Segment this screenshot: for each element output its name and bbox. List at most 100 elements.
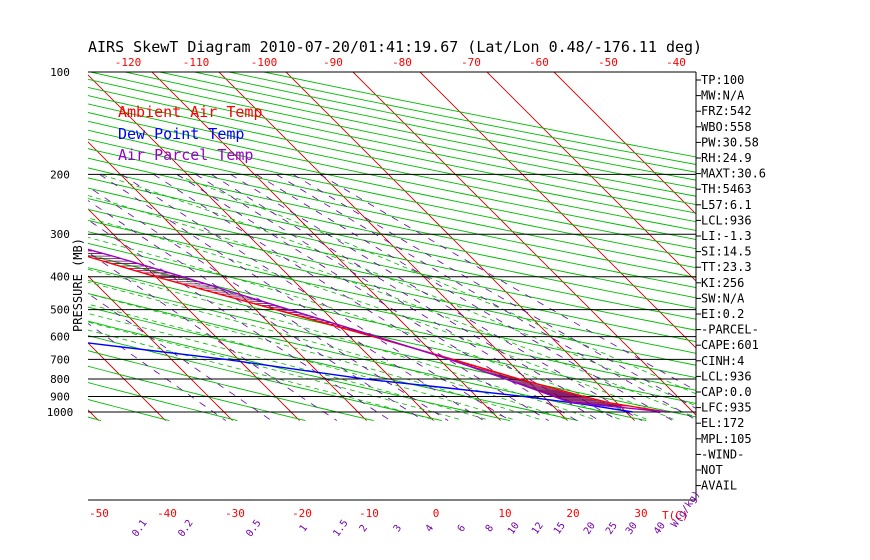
mixing-ratio-line [88,251,338,421]
top-temperature-tick-label: -120 [115,56,142,69]
mixing-ratio-line [88,323,227,421]
index-entry: LCL:936 [701,369,752,383]
dry-adiabat-line [88,254,696,391]
dry-adiabat-line [88,148,696,278]
mixing-ratio-tick-label: 1.5 [331,518,350,539]
mixing-ratio-line [292,174,696,409]
mixing-ratio-line [230,174,642,421]
pressure-tick-label: 200 [50,168,70,181]
moist-adiabat-line [88,236,647,420]
mixing-ratio-line [88,200,424,421]
index-entry: SI:14.5 [701,245,752,259]
dry-adiabat-line [88,95,696,223]
top-temperature-tick-label: -100 [251,56,278,69]
index-entry: TH:5463 [701,182,752,196]
dewpoint-temp-line [88,342,633,413]
mixing-ratio-tick-label: 2 [358,523,370,534]
moist-adiabat-line [88,293,540,420]
mixing-ratio-tick-label: 15 [552,520,568,536]
index-entry: CINH:4 [701,354,744,368]
mixing-ratio-tick-label: 12 [530,520,546,536]
pressure-tick-label: 300 [50,228,70,241]
moist-adiabat-line [88,195,696,418]
bottom-temperature-tick-label: -50 [89,507,109,520]
top-temperature-tick-label: -60 [529,56,549,69]
legend-parcel: Air Parcel Temp [118,146,253,164]
index-entry: KI:256 [701,276,744,290]
index-entry: EL:172 [701,416,744,430]
moist-adiabat-line [100,174,696,407]
dry-adiabat-line [229,72,696,165]
dry-adiabat-line [88,129,696,259]
mixing-ratio-tick-label: 1 [298,523,310,534]
pressure-tick-label: 900 [50,390,70,403]
mixing-ratio-line [211,174,619,421]
mixing-ratio-tick-label: 6 [456,523,468,534]
dry-adiabat-line [88,198,696,331]
index-entry: NOT [701,463,723,477]
bottom-temperature-tick-label: 20 [566,507,579,520]
index-entry: TT:23.3 [701,260,752,274]
index-entry: EI:0.2 [701,307,744,321]
isotherm-line [0,72,32,421]
top-temperature-tick-label: -40 [666,56,686,69]
pressure-tick-label: 100 [50,66,70,79]
mixing-ratio-line [195,174,600,421]
mixing-ratio-tick-label: 0.1 [130,518,149,539]
dry-adiabat-line [88,242,696,379]
dry-adiabat-line [88,103,696,231]
index-entry: -WIND- [701,447,744,461]
index-entry: PW:30.58 [701,135,759,149]
index-entry: LFC:935 [701,401,752,415]
bottom-temperature-tick-label: 10 [498,507,511,520]
index-entry: -PARCEL- [701,323,759,337]
dry-adiabat-line [88,416,102,422]
index-entry: LCL:936 [701,213,752,227]
index-entry: CAP:0.0 [701,385,752,399]
legend-ambient: Ambient Air Temp [118,103,263,121]
parcel-temp-line [88,248,667,413]
bottom-temperature-tick-label: -10 [359,507,379,520]
ambient-temp-line [88,255,667,413]
index-entry: LI:-1.3 [701,229,752,243]
mixing-ratio-line [319,174,696,391]
mixing-ratio-tick-label: 0.5 [244,518,263,539]
dry-adiabat-line [88,112,696,240]
moist-adiabat-line [88,281,567,420]
temperature-unit-label: T(C) [662,509,689,522]
mixing-ratio-tick-label: 40 [652,520,668,536]
mixing-ratio-line [88,219,391,421]
pressure-tick-label: 600 [50,331,70,344]
bottom-temperature-tick-label: -40 [157,507,177,520]
mixing-ratio-line [88,186,449,421]
dry-adiabat-line [88,177,696,309]
index-entry: CAPE:601 [701,338,759,352]
dry-adiabat-line [88,167,696,299]
top-temperature-tick-label: -110 [183,56,210,69]
mixing-ratio-line [255,174,673,421]
pressure-tick-label: 700 [50,353,70,366]
mixing-ratio-tick-label: 30 [624,520,640,536]
moist-adiabat-line [88,217,674,420]
index-entry: WBO:558 [701,120,752,134]
mixing-ratio-line [276,174,696,421]
mixing-ratio-tick-label: 4 [424,523,436,534]
bottom-temperature-tick-label: 0 [433,507,440,520]
index-entry: MPL:105 [701,432,752,446]
isotherm-line [486,72,696,282]
bottom-temperature-tick-label: -30 [225,507,245,520]
dry-adiabat-line [88,138,696,269]
pressure-tick-label: 500 [50,304,70,317]
mixing-ratio-tick-label: 0.2 [176,518,195,539]
index-entry: MW:N/A [701,89,745,103]
top-temperature-tick-label: -50 [598,56,618,69]
mixing-ratio-tick-label: 8 [484,523,496,534]
isotherm-line [285,72,635,421]
isobar-lines [88,71,697,501]
top-temperature-tick-label: -80 [392,56,412,69]
pressure-tick-label: 1000 [47,406,74,419]
dry-adiabat-line [88,157,696,289]
